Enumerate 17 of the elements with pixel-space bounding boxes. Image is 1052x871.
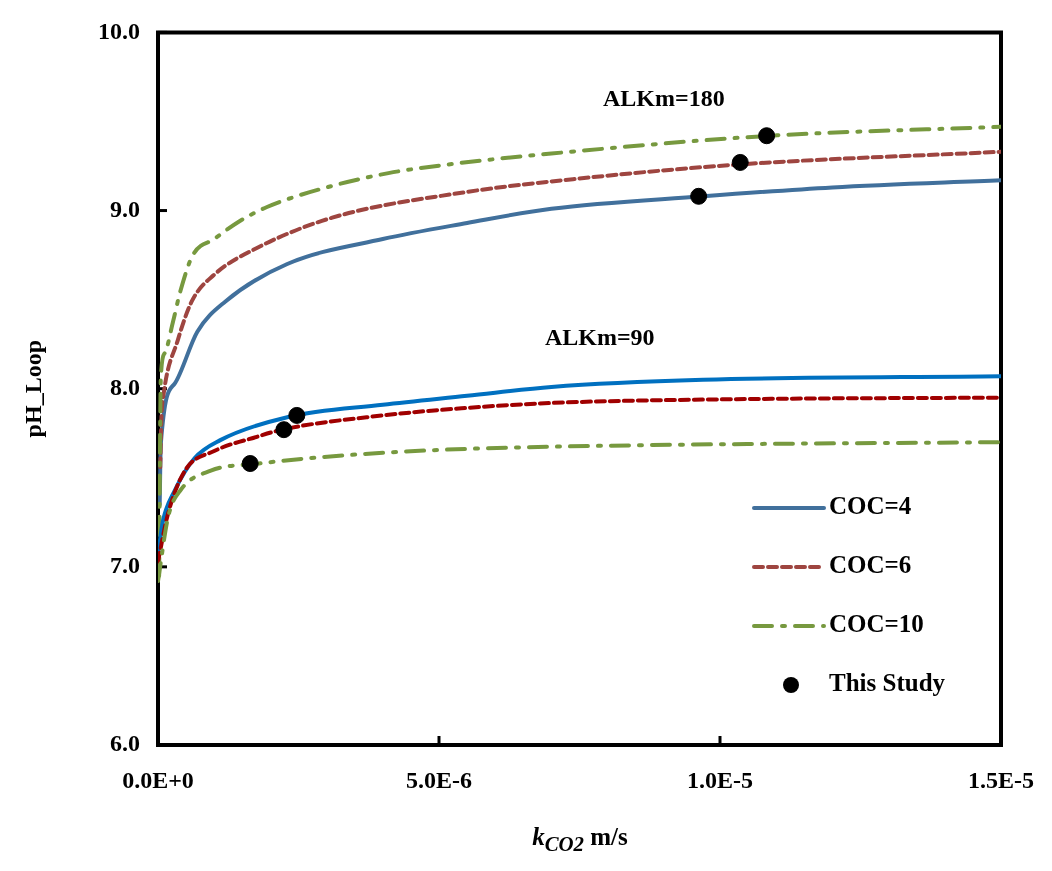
x-tick-label: 1.5E-5 [968, 766, 1034, 793]
y-tick-label: 8.0 [110, 373, 140, 400]
x-axis-title: k$_{CO2}$ m/s [531, 823, 629, 857]
annotation: ALKm=90 [544, 324, 655, 351]
x-tick-label: 0.0E+0 [122, 766, 194, 793]
y-axis-title: pH_Loop [19, 340, 46, 438]
x-tick-label: 5.0E-6 [406, 766, 472, 793]
y-tick-label: 10.0 [98, 17, 140, 44]
legend-label: This Study [829, 669, 946, 697]
annotation: ALKm=180 [602, 84, 725, 111]
legend-label: COC=6 [829, 551, 912, 579]
legend-label: COC=4 [829, 492, 912, 520]
y-tick-label: 7.0 [110, 552, 140, 579]
y-tick-label: 9.0 [110, 195, 140, 222]
y-tick-label: 6.0 [110, 730, 140, 757]
legend-label: COC=10 [829, 610, 924, 638]
x-tick-label: 1.0E-5 [687, 766, 753, 793]
